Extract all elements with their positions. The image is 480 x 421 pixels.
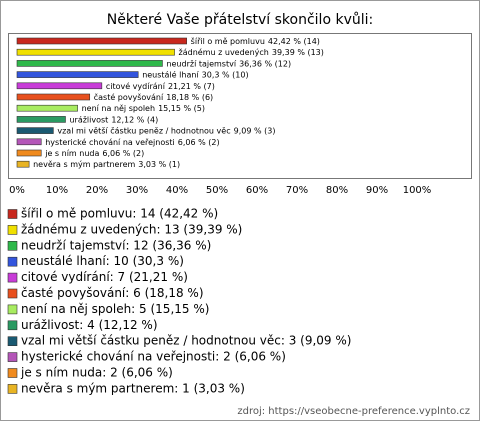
legend-swatch [7,256,18,267]
bar [16,138,42,146]
bar-category: nevěra s mým partnerem [33,160,135,169]
bar-category: neudrží tajemství [166,59,236,68]
bar [16,37,187,45]
legend-swatch [7,304,18,315]
bar [16,71,139,78]
bar-label: citové vydírání 21,21 % (7) [106,80,215,90]
x-tick-label: 50% [206,185,228,196]
x-tick-label: 40% [166,185,188,196]
legend-label: citové vydírání: 7 (21,21 %) [21,270,188,284]
bar-label: časté povyšování 18,18 % (6) [94,92,213,102]
source: zdroj: https://vseobecne-preference.vypl… [237,406,470,417]
x-tick-label: 70% [286,185,308,196]
legend-label: časté povyšování: 6 (18,18 %) [21,286,204,300]
legend-swatch [7,288,18,299]
bar-label: urážlivost 12,12 % (4) [69,115,158,124]
bar [16,93,91,101]
value-label: 6,06 % (2) [178,137,220,146]
legend-swatch [7,241,18,251]
x-tick-label: 20% [86,185,108,196]
legend-swatch [7,225,18,235]
legend-swatch [7,336,18,347]
bar-category: je s ním nuda [44,149,99,158]
legend-swatch [7,209,18,219]
value-label: 36,36 % (12) [239,59,291,68]
value-label: 15,15 % (5) [158,104,205,113]
x-tick-label: 0% [9,185,25,196]
bar-category: časté povyšování [94,92,164,102]
bar-category: šířil o mě pomluvu [191,36,265,46]
value-label: 9,09 % (3) [234,126,276,135]
x-tick-label: 80% [326,185,348,196]
legend-label: urážlivost: 4 (12,12 %) [21,318,158,332]
bar [16,82,103,90]
bar-category: žádnému z uvedených [179,47,269,57]
bar [16,48,175,56]
bar [16,104,78,112]
x-tick-label: 10% [46,185,68,196]
bar-label: neustálé lhaní 30,3 % (10) [142,69,248,79]
x-tick-label: 90% [366,185,388,196]
legend-label: žádnému z uvedených: 13 (39,39 %) [21,222,242,236]
legend-swatch [7,272,18,283]
legend-label: hysterické chování na veřejnosti: 2 (6,0… [21,350,286,364]
plot-frame [8,33,472,179]
legend-swatch [7,320,18,331]
legend-swatch [7,352,18,362]
bar [16,60,163,67]
bar-label: vzal mi větší částku peněz / hodnotnou v… [57,125,275,135]
bar [16,149,42,157]
bar-category: urážlivost [69,115,108,124]
bar-category: citové vydírání [106,80,166,90]
legend-label: nevěra s mým partnerem: 1 (3,03 %) [21,381,245,395]
legend-label: šířil o mě pomluvu: 14 (42,42 %) [21,207,218,221]
value-label: 18,18 % (6) [166,93,213,102]
value-label: 42,42 % (14) [268,37,320,46]
value-label: 30,3 % (10) [202,70,249,79]
legend-label: je s ním nuda: 2 (6,06 %) [20,366,173,380]
bar [16,160,30,168]
value-label: 12,12 % (4) [111,115,158,124]
bar-label: nevěra s mým partnerem 3,03 % (1) [33,160,180,169]
legend-label: neustálé lhaní: 10 (30,3 %) [21,254,184,268]
bar-label: je s ním nuda 6,06 % (2) [44,149,144,158]
legend-swatch [7,368,18,378]
bar-label: šířil o mě pomluvu 42,42 % (14) [191,36,320,46]
x-tick-label: 100% [403,185,432,196]
value-label: 21,21 % (7) [168,81,215,90]
bar-category: vzal mi větší částku peněz / hodnotnou v… [57,125,230,135]
bar-category: není na něj spoleh [82,104,155,113]
legend-label: vzal mi větší částku peněz / hodnotnou v… [21,334,351,348]
legend-swatch [7,384,18,394]
chart-title: Některé Vaše přátelství skončilo kvůli: [107,12,373,28]
legend-label: není na něj spoleh: 5 (15,15 %) [21,302,209,316]
value-label: 3,03 % (1) [138,160,180,169]
bar-label: hysterické chování na veřejnosti 6,06 % (… [45,136,219,146]
bar-label: žádnému z uvedených 39,39 % (13) [179,47,324,57]
legend-label: neudrží tajemství: 12 (36,36 %) [21,238,211,252]
x-tick-label: 60% [246,185,268,196]
bar [16,127,54,134]
value-label: 39,39 % (13) [272,48,324,57]
bar-label: není na něj spoleh 15,15 % (5) [82,104,205,113]
value-label: 6,06 % (2) [102,149,144,158]
bar-category: hysterické chování na veřejnosti [45,136,175,146]
x-tick-label: 30% [126,185,148,196]
bar-label: neudrží tajemství 36,36 % (12) [166,59,291,68]
bar-category: neustálé lhaní [142,69,199,79]
bar [16,116,66,123]
